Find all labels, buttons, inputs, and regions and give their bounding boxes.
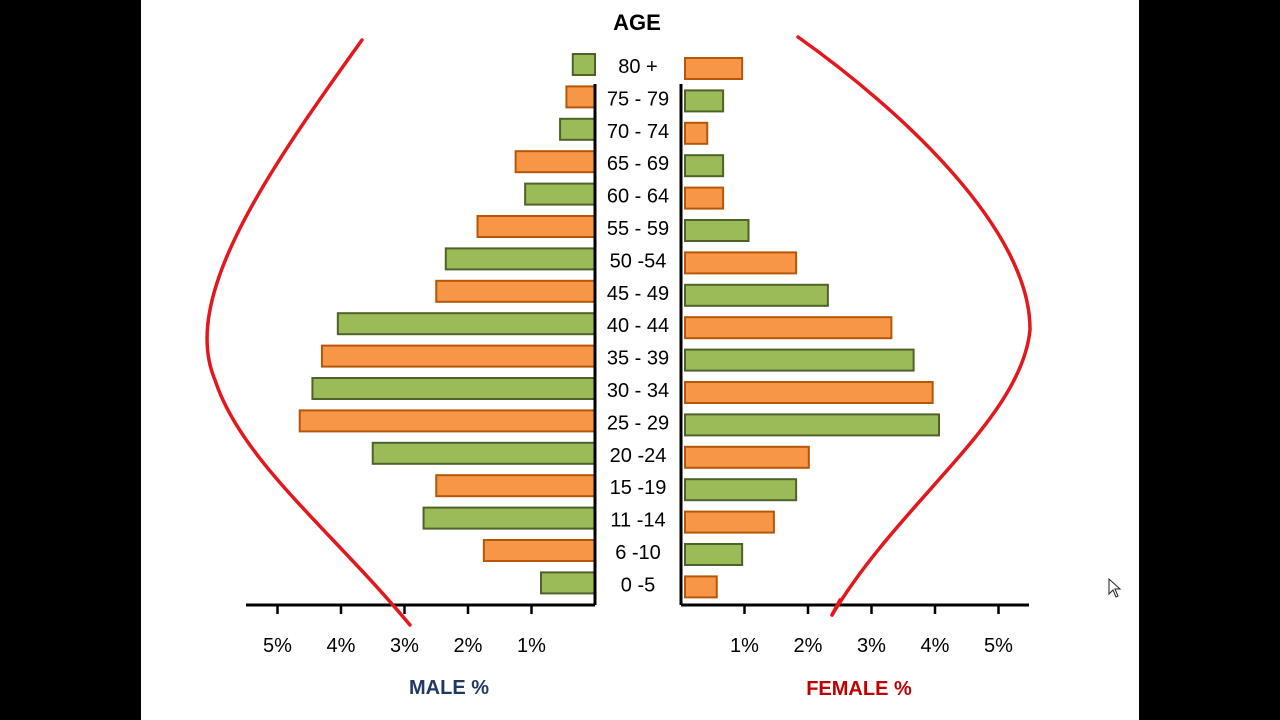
female-tick-label: 3% bbox=[857, 635, 886, 657]
male-bars bbox=[298, 53, 597, 595]
female-bar bbox=[684, 251, 798, 275]
female-bar bbox=[684, 89, 725, 113]
age-group-label: 30 - 34 bbox=[607, 380, 669, 402]
female-trend-curve bbox=[796, 35, 1032, 617]
male-bar bbox=[422, 506, 596, 530]
age-group-label: 45 - 49 bbox=[607, 283, 669, 305]
male-bar bbox=[336, 312, 596, 336]
female-bar bbox=[684, 186, 725, 210]
female-bar bbox=[684, 478, 798, 502]
male-bar bbox=[476, 215, 596, 238]
male-bar bbox=[482, 539, 596, 562]
female-bar bbox=[684, 510, 775, 534]
age-group-label: 65 - 69 bbox=[607, 153, 669, 175]
male-bar bbox=[540, 571, 596, 595]
female-tick-label: 5% bbox=[984, 635, 1013, 657]
age-group-label: 25 - 29 bbox=[607, 412, 669, 434]
female-tick-label: 4% bbox=[921, 635, 950, 657]
female-bars bbox=[684, 57, 940, 599]
chart-title: AGE bbox=[613, 10, 661, 35]
male-bar bbox=[514, 150, 596, 174]
chart-canvas: 80 + 75 - 79 70 - 74 65 - 69 60 - 64 55 - 59 5… bbox=[141, 0, 1139, 720]
axis-ticks: 5% 4% 3% 2% 1% 1% 2% 3% 4% 5% bbox=[263, 605, 1013, 657]
male-bar bbox=[311, 377, 597, 400]
male-trend-curve bbox=[205, 38, 412, 627]
age-group-label: 11 -14 bbox=[610, 510, 665, 532]
female-bar bbox=[684, 57, 744, 80]
male-bar bbox=[559, 117, 597, 141]
male-bar bbox=[435, 279, 596, 303]
female-trend-curve-tip bbox=[830, 598, 842, 617]
age-group-label: 60 - 64 bbox=[607, 186, 669, 208]
female-bar bbox=[684, 348, 915, 372]
male-tick-label: 3% bbox=[390, 635, 419, 657]
male-bar bbox=[371, 441, 596, 465]
male-axis-label: MALE % bbox=[409, 677, 489, 699]
age-group-label: 0 -5 bbox=[621, 574, 655, 596]
age-group-label: 80 + bbox=[618, 56, 657, 78]
age-group-label: 20 -24 bbox=[610, 445, 667, 467]
female-bar bbox=[684, 413, 940, 437]
male-bar bbox=[565, 85, 596, 109]
age-group-label: 75 - 79 bbox=[607, 88, 669, 110]
age-group-label: 35 - 39 bbox=[607, 348, 669, 370]
male-bar bbox=[298, 409, 596, 433]
age-group-label: 55 - 59 bbox=[607, 218, 669, 240]
female-tick-label: 2% bbox=[794, 635, 823, 657]
male-tick-label: 5% bbox=[263, 635, 292, 657]
male-bar bbox=[444, 247, 596, 271]
mouse-cursor-icon bbox=[1108, 578, 1122, 598]
female-bar bbox=[684, 445, 810, 469]
population-pyramid-chart: 80 + 75 - 79 70 - 74 65 - 69 60 - 64 55 - 59 5… bbox=[205, 10, 1032, 700]
age-group-label: 15 -19 bbox=[610, 477, 667, 499]
age-group-label: 6 -10 bbox=[615, 542, 661, 564]
female-bar bbox=[684, 283, 829, 307]
age-group-label: 70 - 74 bbox=[607, 121, 669, 143]
age-labels: 80 + 75 - 79 70 - 74 65 - 69 60 - 64 55 - 59 5… bbox=[607, 56, 669, 596]
female-bar bbox=[684, 154, 725, 178]
male-bar bbox=[320, 344, 596, 368]
male-bar bbox=[435, 474, 596, 498]
male-tick-label: 1% bbox=[517, 635, 546, 657]
male-bar bbox=[571, 53, 596, 76]
female-bar bbox=[684, 316, 893, 340]
female-bar bbox=[684, 219, 750, 242]
female-bar bbox=[684, 543, 744, 566]
female-tick-label: 1% bbox=[730, 635, 759, 657]
male-tick-label: 4% bbox=[327, 635, 356, 657]
female-bar bbox=[684, 381, 934, 404]
age-group-label: 40 - 44 bbox=[607, 315, 669, 337]
male-tick-label: 2% bbox=[454, 635, 483, 657]
female-axis-label: FEMALE % bbox=[806, 678, 912, 700]
male-bar bbox=[524, 182, 596, 206]
female-bar bbox=[684, 121, 709, 145]
female-bar bbox=[684, 575, 718, 599]
age-group-label: 50 -54 bbox=[610, 250, 667, 272]
